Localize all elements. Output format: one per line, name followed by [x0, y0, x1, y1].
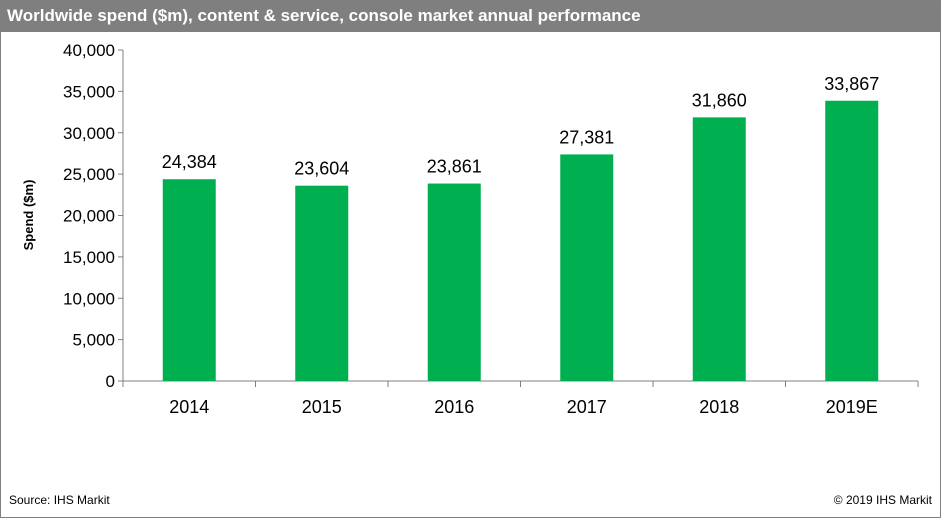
y-tick-label: 10,000 [63, 289, 115, 308]
x-tick-label: 2019E [826, 397, 878, 417]
bar-value-label: 23,861 [427, 157, 482, 177]
bar-value-label: 31,860 [692, 90, 747, 110]
y-tick-label: 20,000 [63, 207, 115, 226]
bar-chart: 0 5,000 10,000 15,000 20,000 25,000 30,000 35,0… [21, 41, 919, 417]
y-tick-label: 30,000 [63, 124, 115, 143]
data-labels: 24,384 23,604 23,861 27,381 31,860 33,867 [162, 74, 880, 179]
y-tick-label: 40,000 [63, 41, 115, 60]
title-bar: Worldwide spend ($m), content & service,… [1, 1, 940, 32]
x-axis: 2014 2015 2016 2017 2018 2019E [122, 380, 919, 417]
bar [825, 100, 879, 381]
x-tick-label: 2015 [302, 397, 342, 417]
bars [162, 100, 879, 382]
bar-value-label: 23,604 [294, 159, 349, 179]
x-tick-label: 2016 [434, 397, 474, 417]
y-axis-label: Spend ($m) [21, 180, 36, 251]
y-tick-label: 35,000 [63, 82, 115, 101]
bar-value-label: 24,384 [162, 152, 217, 172]
y-tick-label: 15,000 [63, 248, 115, 267]
bar [560, 154, 614, 381]
x-tick-label: 2014 [169, 397, 209, 417]
chart-title: Worldwide spend ($m), content & service,… [7, 6, 641, 25]
y-tick-label: 5,000 [72, 331, 115, 350]
bar [427, 183, 481, 381]
bar-value-label: 27,381 [559, 127, 614, 147]
x-tick-label: 2017 [567, 397, 607, 417]
bar-value-label: 33,867 [824, 74, 879, 94]
bar [295, 185, 349, 381]
bar [162, 179, 216, 381]
source-note: Source: IHS Markit [9, 493, 110, 507]
y-tick-label: 25,000 [63, 165, 115, 184]
copyright-note: © 2019 IHS Markit [833, 493, 932, 507]
bar [692, 117, 746, 382]
x-tick-label: 2018 [699, 397, 739, 417]
y-tick-label: 0 [106, 372, 115, 391]
y-axis: 0 5,000 10,000 15,000 20,000 25,000 30,000 35,0… [63, 41, 124, 391]
